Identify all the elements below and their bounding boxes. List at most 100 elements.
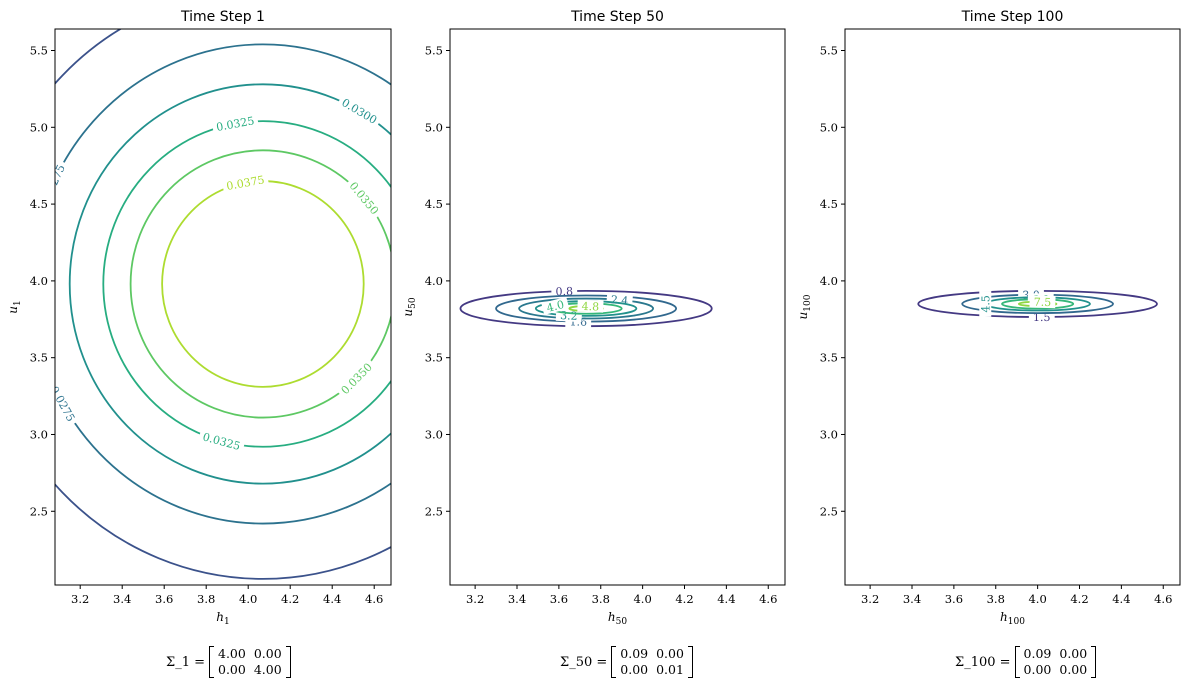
contour-line: [129, 149, 391, 419]
contour-label-bg: [55, 380, 80, 427]
y-tick-label: 3.5: [425, 351, 443, 365]
y-tick-label: 4.0: [425, 274, 443, 288]
contour-label-text: 0.0325: [201, 430, 242, 453]
contour-label-bg: [0, 361, 10, 408]
y-tick-label: 2.5: [425, 504, 443, 518]
x-tick-label: 3.8: [592, 592, 610, 606]
y-tick-label: 3.0: [425, 427, 443, 441]
contour-label-bg: [505, 385, 535, 432]
contour-label-bg: [1029, 295, 1056, 309]
contour-line: [518, 297, 654, 320]
contour-label: 0.0275: [47, 380, 80, 427]
contour-label-bg: [577, 299, 604, 313]
contour-label-text: 4.0: [545, 298, 565, 315]
y-tick-label: 5.0: [425, 120, 443, 134]
plot-area: 1.53.04.56.07.5: [917, 288, 1158, 324]
y-tick-label: 5.5: [30, 44, 48, 58]
cov-cell: 0.00: [1059, 646, 1088, 661]
x-tick-label: 4.2: [281, 592, 299, 606]
y-tick-label: 3.5: [820, 351, 838, 365]
x-tick-label: 4.2: [675, 592, 693, 606]
y-tick-label: 5.0: [30, 120, 48, 134]
cov-cell: 4.00: [218, 646, 246, 661]
contour-label: 0.0325: [211, 113, 259, 134]
x-axis-label: h1: [216, 610, 229, 627]
contour-label-text: 0.0250: [0, 365, 9, 406]
contour-label-bg: [211, 113, 259, 134]
y-tick-label: 3.0: [820, 427, 838, 441]
contour-label: 4.8: [577, 299, 604, 314]
contour-label-text: 4.8: [581, 300, 599, 314]
x-tick-label: 4.4: [717, 592, 735, 606]
x-tick-label: 3.6: [155, 592, 173, 606]
cov-cell: 0.09: [1023, 646, 1052, 661]
contour-label-text: 0.0375: [225, 173, 265, 193]
contour-label: 0.0350: [336, 358, 377, 399]
contour-label-text: 0.0300: [339, 96, 379, 127]
contour-label-bg: [345, 176, 384, 220]
x-tick-label: 3.4: [113, 592, 131, 606]
plot-area: 0.02500.02500.02750.02750.02750.03000.03…: [0, 0, 641, 676]
chart-title: Time Step 100: [961, 9, 1064, 25]
cov-cell: 0.00: [620, 662, 649, 677]
y-tick-label: 5.0: [820, 120, 838, 134]
contour-label-text: 0.0275: [47, 384, 77, 424]
contour-line: [55, 29, 391, 580]
x-tick-label: 3.2: [466, 592, 484, 606]
contour-panel-1: 0.02500.02500.02750.02750.02750.03000.03…: [0, 0, 641, 676]
cov-cell: 0.00: [1023, 662, 1052, 677]
cov-cell: 0.00: [656, 646, 684, 661]
contour-label-text: 0.0275: [475, 326, 497, 367]
x-tick-label: 3.4: [903, 592, 921, 606]
contour-label-text: 0.0350: [339, 361, 375, 398]
covariance-matrix-step-100: Σ_100 = 0.09 0.00 0.00 0.00: [955, 646, 1097, 678]
contour-label-text: 7.5: [1034, 296, 1052, 310]
axes-frame: [449, 28, 786, 586]
y-tick-label: 4.0: [30, 274, 48, 288]
contour-label-bg: [541, 296, 570, 315]
contour-label: 0.0275: [475, 322, 499, 369]
x-axis-label-base: h: [608, 610, 616, 624]
contour-label-bg: [979, 291, 992, 317]
x-tick-label: 4.6: [1154, 592, 1172, 606]
x-tick-label: 4.0: [633, 592, 651, 606]
chart-title: Time Step 1: [180, 9, 265, 25]
contour-label: 2.4: [606, 292, 633, 308]
contour-label-text: 0.0300: [394, 394, 428, 432]
contour-panel-2: 0.81.62.43.24.0 4.83.2 3.4 3.6 3.8 4.0 4.2 4.4 4…: [401, 9, 786, 627]
contour-label: 4.5: [979, 291, 992, 317]
covariance-label: Σ_1 =: [166, 654, 205, 670]
contour-label-text: 0.0325: [215, 114, 255, 134]
contour-label: 0.0350: [345, 176, 384, 220]
contour-line: [68, 83, 391, 485]
y-axis-label-base: u: [6, 306, 20, 314]
contour-label-bg: [551, 284, 578, 298]
contour-line: [161, 180, 365, 388]
plot-area: 0.81.62.43.24.0 4.8: [459, 284, 713, 329]
contour-label: 0.0300: [336, 94, 383, 128]
contour-label-text: 4.5: [979, 295, 992, 313]
y-tick-label: 2.5: [30, 504, 48, 518]
x-tick-label: 3.8: [987, 592, 1005, 606]
contour-label-text: 0.0350: [347, 179, 382, 217]
x-axis-label: h50: [608, 610, 627, 627]
y-axis-label-sub: 1: [13, 300, 23, 306]
x-axis-label-sub: 1: [224, 617, 230, 627]
x-axis-label-base: h: [216, 610, 224, 624]
x-tick-label: 4.6: [365, 592, 383, 606]
x-tick-label: 4.6: [759, 592, 777, 606]
y-tick-label: 4.5: [820, 197, 838, 211]
axes-frame: [844, 28, 1181, 586]
x-tick-label: 3.4: [508, 592, 526, 606]
contour-line: [102, 120, 391, 448]
y-axis-label: u50: [401, 297, 418, 316]
covariance-label: Σ_100 =: [955, 654, 1011, 670]
contour-label: 0.0375: [221, 172, 269, 193]
contour-label: 0.0250: [505, 385, 536, 432]
y-axis-label-base: u: [401, 309, 415, 317]
x-tick-label: 4.0: [1028, 592, 1046, 606]
contour-line: [0, 0, 641, 676]
y-tick-label: 4.5: [30, 197, 48, 211]
contour-label-bg: [336, 358, 377, 399]
